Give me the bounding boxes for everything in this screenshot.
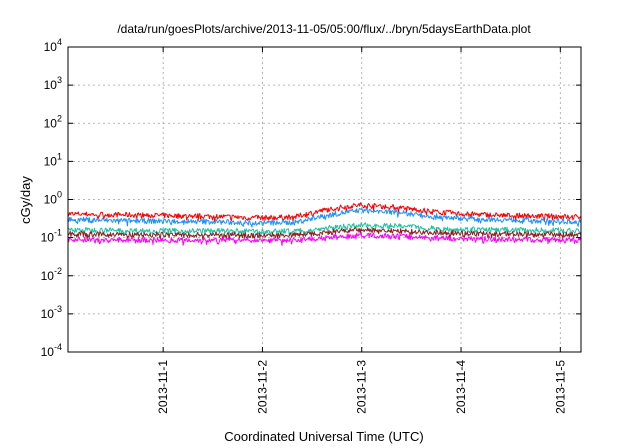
x-tick-label: 2013-11-3 [355, 360, 369, 414]
x-tick-label: 2013-11-5 [553, 360, 567, 414]
grid [68, 47, 581, 352]
y-tick-label: 10-2 [41, 266, 62, 283]
series-line [67, 207, 582, 228]
chart-title: /data/run/goesPlots/archive/2013-11-05/0… [117, 22, 531, 36]
y-axis-label: cGy/day [18, 176, 33, 224]
y-tick-label: 101 [44, 151, 62, 168]
ticks: 10-4 10-3 10-2 10-1 100 101 102 103 104 2013-11-1… [41, 37, 581, 414]
series-line [67, 232, 582, 246]
y-tick-label: 104 [44, 37, 62, 54]
y-tick-label: 10-3 [41, 304, 62, 321]
series-line [67, 227, 582, 241]
x-tick-label: 2013-11-4 [454, 360, 468, 414]
x-tick-label: 2013-11-1 [156, 360, 170, 414]
y-tick-label: 10-4 [41, 342, 62, 359]
x-tick-label: 2013-11-2 [255, 360, 269, 414]
y-tick-label: 100 [44, 190, 62, 207]
series-line [67, 222, 582, 237]
series-line [67, 202, 582, 223]
x-axis-label: Coordinated Universal Time (UTC) [224, 429, 423, 444]
series-layer [67, 202, 582, 246]
y-tick-label: 10-1 [41, 228, 62, 245]
y-tick-label: 103 [44, 75, 62, 92]
y-tick-label: 102 [44, 113, 62, 130]
